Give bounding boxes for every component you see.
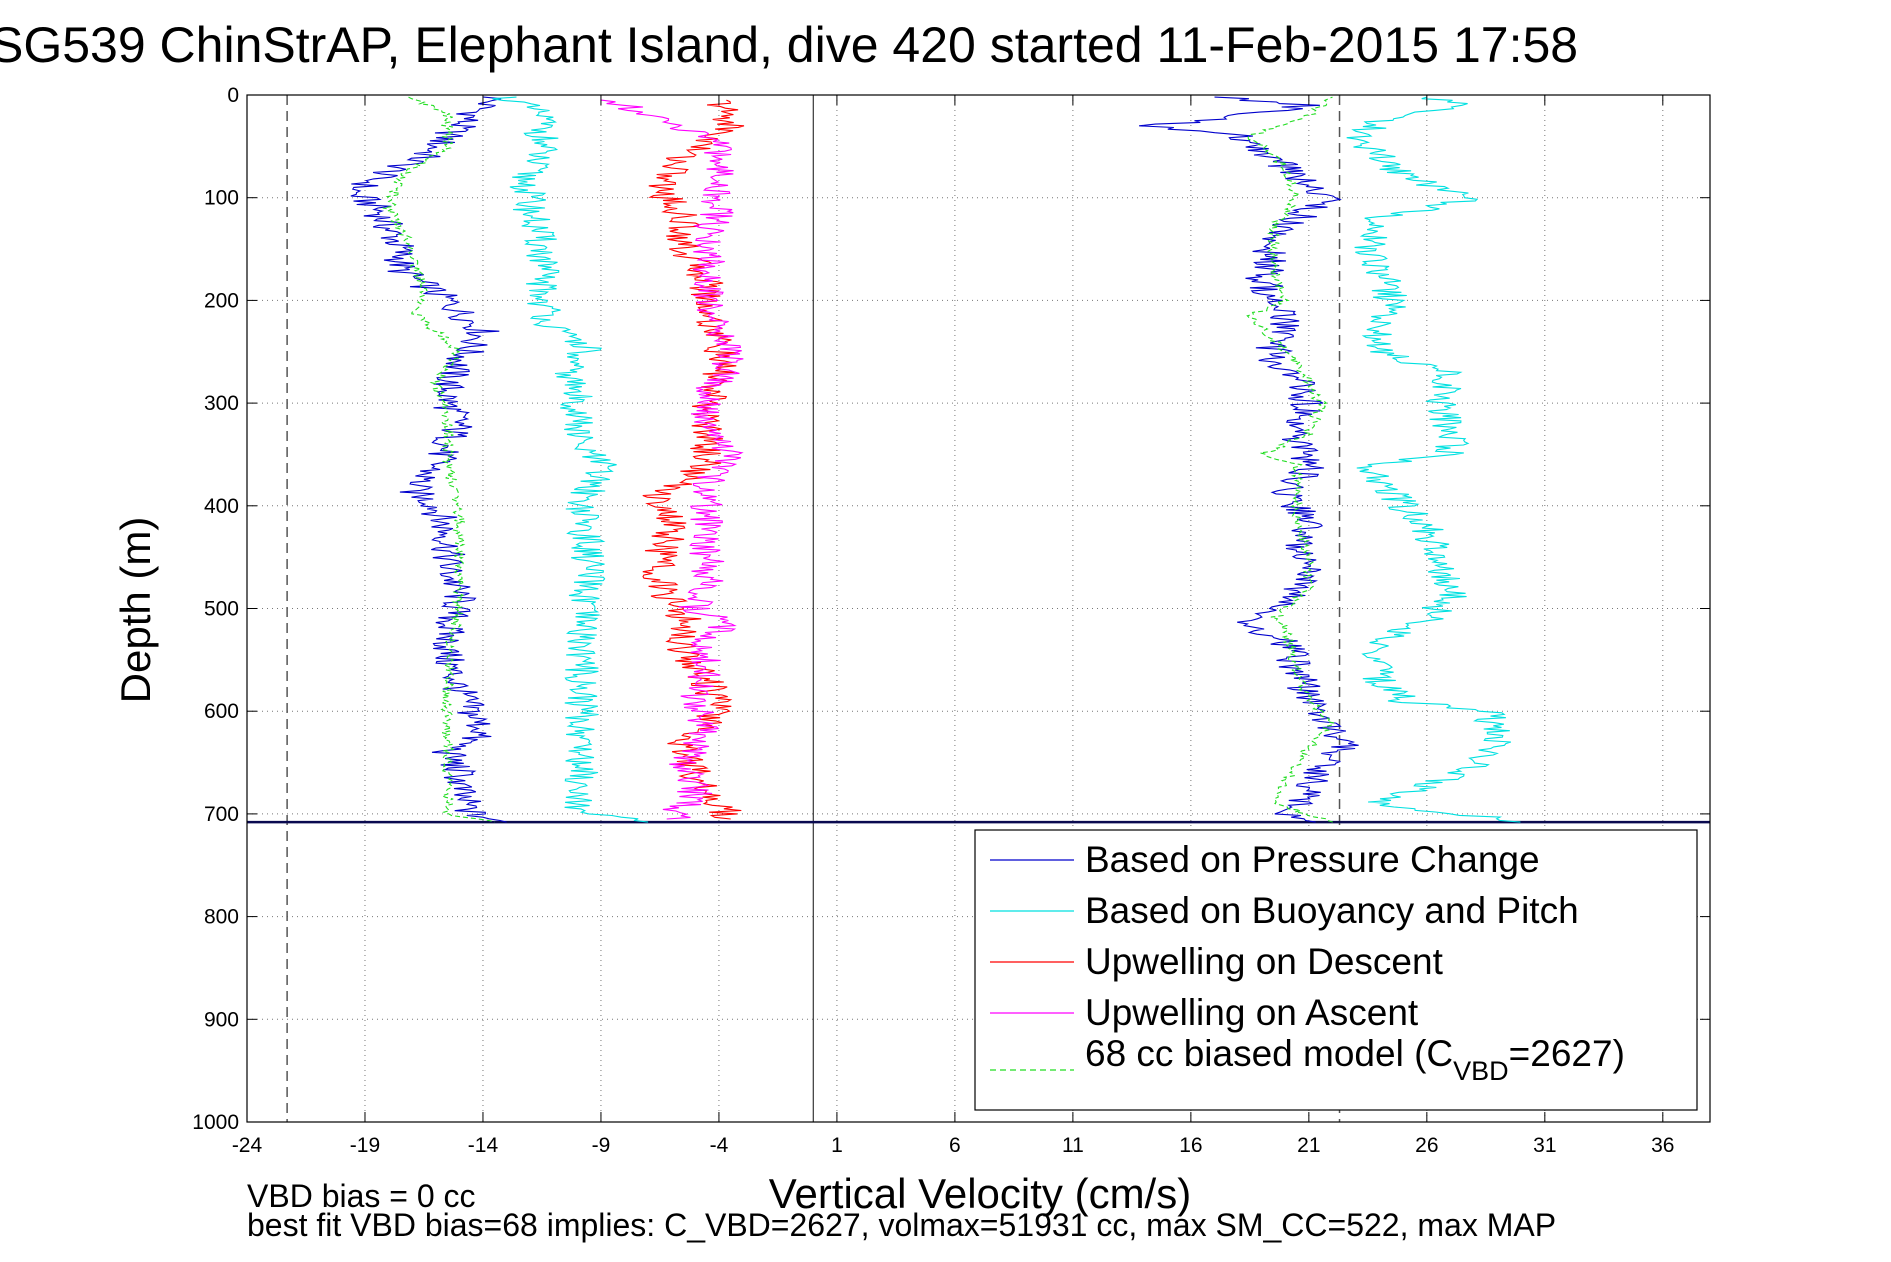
x-tick-label-5: 1 [831,1134,843,1157]
y-tick-label-3: 300 [204,392,239,415]
y-tick-label-6: 600 [204,700,239,723]
y-tick-label-10: 1000 [192,1111,239,1134]
series-line-0-segment-0 [350,96,507,823]
legend-label-buoyancy: Based on Buoyancy and Pitch [1085,890,1579,931]
series-line-2-segment-0 [642,99,745,820]
y-tick-label-5: 500 [204,598,239,621]
y-tick-label-2: 200 [204,289,239,312]
best-fit-note: best fit VBD bias=68 implies: C_VBD=2627… [247,1207,1556,1243]
x-tick-label-7: 11 [1062,1134,1084,1157]
x-tick-label-8: 16 [1179,1134,1202,1157]
series-line-4-segment-1 [1246,96,1335,823]
y-tick-label-0: 0 [227,84,239,107]
series-line-0-segment-1 [1139,96,1359,823]
y-axis-label: Depth (m) [112,517,159,704]
x-tick-label-11: 31 [1533,1134,1556,1157]
legend-model-subscript: VBD [1453,1056,1509,1086]
y-tick-label-7: 700 [204,803,239,826]
series-line-3-segment-0 [600,99,744,820]
x-axis-label: Vertical Velocity (cm/s) [769,1170,1191,1217]
series-line-1-segment-0 [492,96,649,823]
x-tick-label-0: -24 [232,1134,263,1157]
plot-area-clip-group [350,96,1521,823]
x-tick-label-12: 36 [1651,1134,1674,1157]
x-axis-ticks: -24 -19 -14 -9 -4 1 6 11 16 21 26 31 36 [232,95,1674,1157]
x-tick-label-9: 21 [1297,1134,1320,1157]
vbd-bias-note: VBD bias = 0 cc [247,1178,476,1214]
x-tick-label-6: 6 [949,1134,961,1157]
series-line-1-segment-1 [1346,96,1521,823]
x-tick-label-2: -14 [468,1134,499,1157]
legend-box [974,829,1698,1111]
x-tick-label-1: -19 [350,1134,380,1157]
legend-label-pressure: Based on Pressure Change [1085,839,1540,880]
y-tick-label-4: 400 [204,495,239,518]
y-tick-label-9: 900 [204,1008,239,1031]
y-axis-ticks: 0 100 200 300 400 500 600 700 800 900 1000 [192,84,1710,1134]
x-tick-label-3: -9 [592,1134,611,1157]
y-tick-label-8: 800 [204,906,239,929]
x-tick-label-10: 26 [1415,1134,1438,1157]
x-tick-label-4: -4 [710,1134,729,1157]
series-line-4-segment-0 [382,96,495,823]
legend-label-model: 68 cc biased model (CVBD=2627) [1085,1033,1625,1086]
chart-title: SG539 ChinStrAP, Elephant Island, dive 4… [0,17,1578,73]
legend-label-ascent: Upwelling on Ascent [1085,992,1419,1033]
legend-label-descent: Upwelling on Descent [1085,941,1444,982]
chart-legend: Based on Pressure Change Based on Buoyan… [974,829,1698,1111]
y-tick-label-1: 100 [204,187,239,210]
legend-model-prefix: 68 cc biased model (C [1085,1033,1453,1074]
legend-model-suffix: =2627) [1509,1033,1625,1074]
